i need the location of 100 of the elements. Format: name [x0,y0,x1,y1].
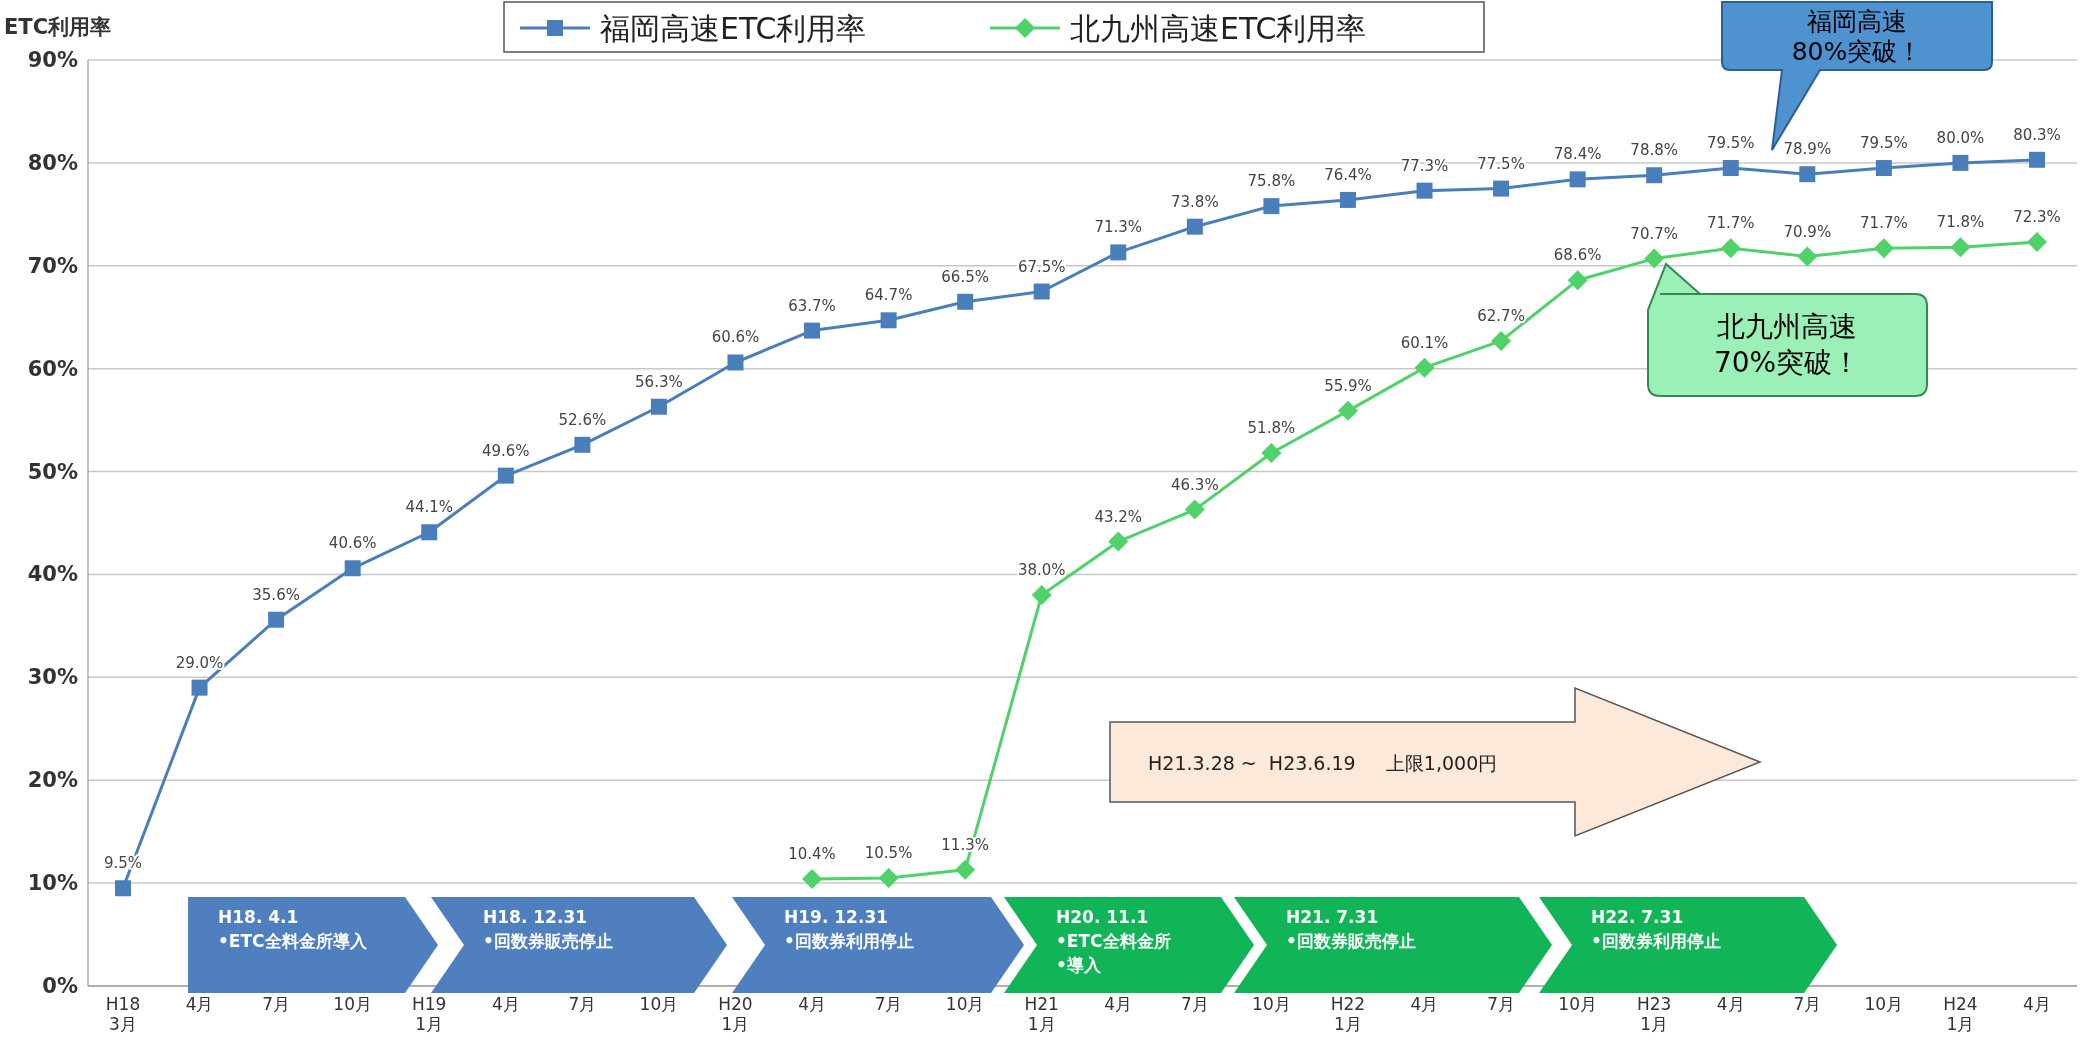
y-tick-label: 0% [42,974,78,998]
data-label: 67.5% [1017,257,1066,276]
data-label: 75.8% [1247,172,1296,191]
data-label: 62.7% [1477,306,1525,325]
point [1414,357,1435,378]
data-label: 68.6% [1553,246,1602,265]
point [878,867,899,888]
data-label: 71.7% [1860,214,1908,233]
x-tick-label: 10月 [1252,994,1291,1014]
data-label: 43.2% [1094,507,1143,526]
data-label: 80.3% [2013,125,2061,144]
point [650,398,667,415]
x-tick-label: H21 1月 [1024,994,1059,1034]
point [421,524,438,541]
point [804,322,821,339]
x-tick-label: 7月 [874,994,903,1014]
point [1952,154,1969,171]
x-tick-label: 4月 [1410,994,1439,1014]
x-tick-label: 7月 [568,994,597,1014]
point [574,436,591,453]
point [1110,244,1127,261]
x-tick-label: H18 3月 [105,994,141,1034]
y-tick-label: 10% [27,871,78,896]
x-tick-label: 7月 [262,994,291,1014]
data-label: 77.3% [1400,156,1449,175]
data-label: 71.8% [1936,213,1985,232]
point [2027,232,2047,253]
y-axis-title: ETC利用率 [4,15,112,39]
data-label: 80.0% [1936,128,1985,147]
data-label: 55.9% [1324,376,1372,395]
point [344,560,361,577]
x-tick-label: 4月 [491,994,520,1014]
point [727,354,744,371]
x-tick-label: 7月 [1180,994,1209,1014]
legend-label: 北九州高速ETC利用率 [1070,11,1367,46]
x-tick-label: H24 1月 [1943,994,1978,1034]
y-tick-label: 20% [27,768,78,793]
data-label: 56.3% [635,372,683,391]
point [1797,246,1818,267]
data-label: 79.5% [1860,134,1908,153]
data-label: 29.0% [175,653,224,672]
point [191,679,208,696]
point [1569,171,1586,188]
point [1031,585,1052,606]
point [1644,248,1665,269]
point [1720,238,1741,259]
point [1950,237,1971,258]
chevron-arrow: H18. 12.31 •回数券販売停止 [431,897,727,993]
y-tick-label: 90% [27,48,78,72]
x-tick-label: 10月 [333,994,372,1014]
point [1339,191,1356,208]
point [1108,531,1129,552]
annotation: H21. 7.31 •回数券販売停止 [1286,907,1416,951]
chevron-arrow: H18. 4.1 •ETC全料金所導入 [188,897,438,993]
point [1184,499,1205,520]
data-label: 71.7% [1706,214,1755,233]
block-arrow: H21.3.28 ~ H23.6.19 上限1,000円 [1109,686,1762,838]
x-tick-label: H23 1月 [1636,994,1672,1034]
chevron-arrow: H22. 7.31 •回数券利用停止 [1539,897,1837,993]
x-tick-label: H20 1月 [718,994,753,1034]
y-tick-label: 50% [27,459,78,484]
speech-bubble: 北九州高速 70%突破！ [1647,263,1928,397]
point [802,869,823,889]
chevron-arrow: H20. 11.1 •ETC全料金所 •導入 [1004,897,1254,993]
chevron-arrow: H19. 12.31 •回数券利用停止 [732,897,1024,993]
x-tick-label: 4月 [798,994,826,1014]
data-label: 79.5% [1706,134,1755,153]
legend-label: 福岡高速ETC利用率 [600,11,867,46]
point [497,467,514,484]
data-label: 64.7% [864,286,913,305]
data-label: 52.6% [558,410,607,429]
data-label: 51.8% [1247,419,1296,438]
point [1722,160,1739,177]
data-label: 73.8% [1171,192,1219,211]
point [268,611,285,628]
y-tick-label: 80% [27,150,78,175]
annotation: H19. 12.31 •回数券利用停止 [784,907,914,951]
annotation: H18. 12.31 •回数券販売停止 [483,907,613,951]
point [1033,283,1050,300]
x-tick-label: 10月 [1558,994,1597,1014]
y-tick-label: 40% [27,562,78,587]
point [880,312,897,329]
data-label: 78.4% [1553,145,1602,164]
data-label: 76.4% [1324,165,1372,184]
point [1491,330,1512,351]
x-tick-label: H22 1月 [1330,994,1366,1034]
data-label: 10.4% [788,845,836,863]
x-tick-label: 10月 [945,994,985,1014]
point [1799,166,1816,183]
data-label: 40.6% [328,534,377,553]
point [1261,443,1282,464]
data-label: 49.6% [481,441,530,460]
x-tick-label: 4月 [1104,994,1133,1014]
data-label: 63.7% [788,296,836,315]
data-label: 71.3% [1094,218,1143,237]
x-tick-label: 4月 [185,994,214,1014]
data-label: 60.6% [711,328,760,347]
data-label: 66.5% [941,267,989,286]
x-tick-label: 7月 [1793,994,1822,1014]
point [1646,167,1663,184]
